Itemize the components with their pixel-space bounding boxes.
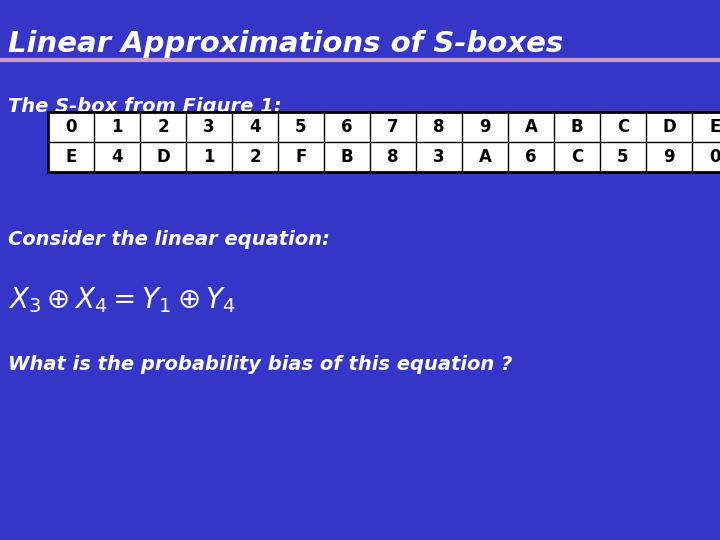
Text: Linear Approximations of S-boxes: Linear Approximations of S-boxes	[8, 30, 563, 58]
Text: 2: 2	[249, 148, 261, 166]
Text: C: C	[571, 148, 583, 166]
Text: 2: 2	[157, 118, 168, 136]
Text: C: C	[617, 118, 629, 136]
Text: A: A	[525, 118, 537, 136]
Text: 9: 9	[663, 148, 675, 166]
Text: 3: 3	[203, 118, 215, 136]
Text: F: F	[295, 148, 307, 166]
Text: 6: 6	[526, 148, 536, 166]
Text: $X_3\oplus X_4 = Y_1\oplus Y_4$: $X_3\oplus X_4 = Y_1\oplus Y_4$	[8, 285, 236, 315]
Text: 4: 4	[249, 118, 261, 136]
Text: E: E	[709, 118, 720, 136]
Text: The S-box from Figure 1:: The S-box from Figure 1:	[8, 97, 282, 116]
Text: 8: 8	[433, 118, 445, 136]
Text: E: E	[66, 148, 77, 166]
Text: What is the probability bias of this equation ?: What is the probability bias of this equ…	[8, 355, 513, 374]
Text: 6: 6	[341, 118, 353, 136]
Text: B: B	[341, 148, 354, 166]
Text: 3: 3	[433, 148, 445, 166]
Text: 5: 5	[617, 148, 629, 166]
Text: 8: 8	[387, 148, 399, 166]
Text: D: D	[156, 148, 170, 166]
Text: 1: 1	[203, 148, 215, 166]
Text: 9: 9	[480, 118, 491, 136]
Text: 7: 7	[387, 118, 399, 136]
Text: 5: 5	[295, 118, 307, 136]
Text: D: D	[662, 118, 676, 136]
FancyBboxPatch shape	[48, 112, 720, 172]
Text: 1: 1	[112, 118, 122, 136]
Text: B: B	[571, 118, 583, 136]
Text: 0: 0	[66, 118, 77, 136]
Text: A: A	[479, 148, 492, 166]
Text: 0: 0	[709, 148, 720, 166]
Text: Consider the linear equation:: Consider the linear equation:	[8, 230, 330, 249]
Text: 4: 4	[111, 148, 123, 166]
